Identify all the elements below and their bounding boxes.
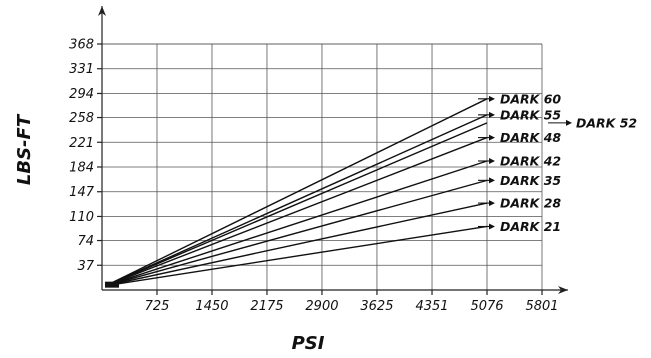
label-arrow-head [566, 119, 572, 126]
y-tick-label: 331 [69, 62, 94, 77]
y-tick-label: 368 [69, 38, 94, 53]
tick-labels: 725 1450 2175 2900 3625 4351 5076 5801 37 74 110 14… [69, 38, 558, 315]
x-axis-arrow [558, 286, 568, 294]
series-line [105, 179, 488, 287]
label-arrow-head [489, 95, 495, 102]
y-tick-label: 74 [77, 234, 94, 249]
y-tick-label: 110 [69, 210, 94, 225]
y-tick-label: 184 [69, 161, 94, 176]
x-tick-label: 725 [145, 299, 170, 314]
label-arrow-head [489, 223, 495, 230]
y-axis-arrow [98, 6, 106, 16]
label-arrow-head [489, 200, 495, 207]
series-line [105, 98, 488, 287]
series-line [105, 114, 488, 287]
series-lines [105, 98, 488, 288]
origin-cluster [105, 281, 119, 288]
x-tick-label: 4351 [415, 299, 448, 314]
series-label: DARK 21 [500, 219, 561, 234]
series-label: DARK 60 [500, 91, 561, 106]
grid [102, 43, 543, 290]
x-tick-label: 1450 [195, 299, 228, 314]
x-tick-label: 2175 [250, 299, 283, 314]
series-label: DARK 52 [576, 115, 637, 130]
series-label: DARK 28 [500, 196, 561, 211]
axes [98, 6, 568, 294]
series-label: DARK 35 [500, 173, 561, 188]
series-line [105, 225, 488, 287]
label-arrow-head [489, 111, 495, 118]
series-line [105, 136, 488, 287]
y-tick-label: 37 [77, 259, 94, 274]
series-line [105, 122, 488, 287]
y-tick-label: 258 [69, 111, 94, 126]
x-tick-label: 5801 [525, 299, 558, 314]
y-axis-title: LBS-FT [14, 113, 35, 185]
series-line [105, 202, 488, 287]
series-label: DARK 48 [500, 130, 561, 145]
label-arrow-head [489, 177, 495, 184]
series-label: DARK 55 [500, 107, 561, 122]
series-label: DARK 42 [500, 153, 561, 168]
y-tick-label: 294 [69, 87, 94, 102]
x-tick-label: 2900 [305, 299, 338, 314]
y-tick-label: 221 [69, 136, 94, 151]
x-tick-label: 3625 [360, 299, 393, 314]
label-arrow-head [489, 157, 495, 164]
series-line [105, 160, 488, 287]
x-tick-label: 5076 [470, 299, 503, 314]
label-arrow-head [489, 134, 495, 141]
x-axis-title: PSI [292, 333, 325, 354]
y-tick-label: 147 [69, 185, 95, 200]
